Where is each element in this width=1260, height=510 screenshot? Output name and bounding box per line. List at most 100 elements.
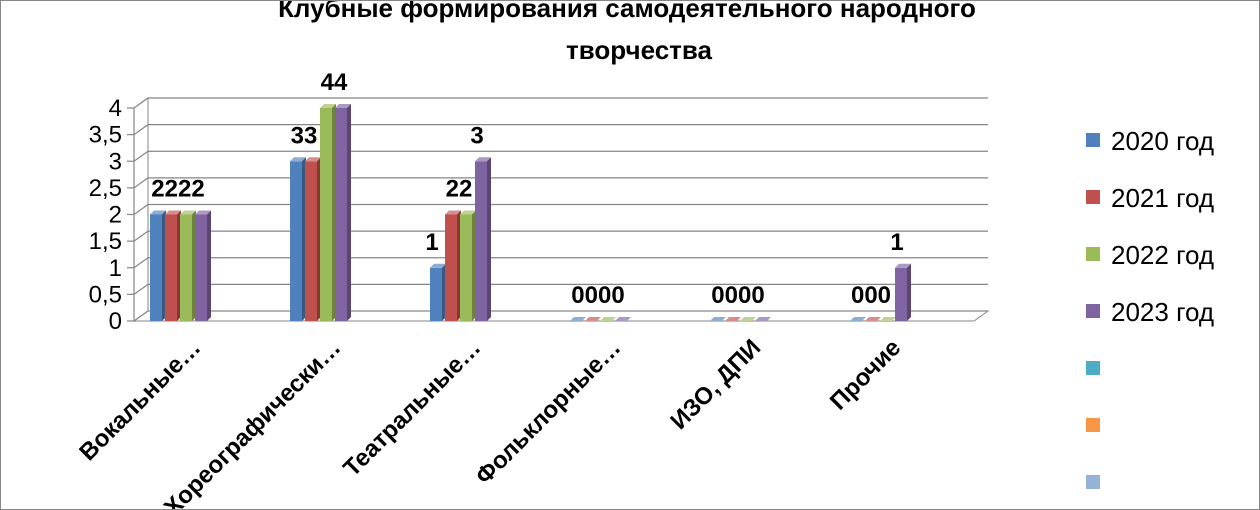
bar-top [320, 104, 336, 108]
gridline [133, 283, 988, 295]
bar-front [165, 214, 177, 321]
chart-title-line-1: Клубные формирования самодеятельного нар… [278, 1, 976, 23]
bar-top [880, 317, 896, 321]
bar [305, 157, 321, 321]
data-label: 1 [425, 229, 438, 256]
legend: 2020 год 2021 год 2022 год 2023 год [1086, 126, 1214, 489]
bar-front [305, 161, 317, 321]
data-label: 2222 [151, 176, 204, 203]
chart-title: Клубные формирования самодеятельного нар… [278, 1, 976, 65]
bar [430, 263, 446, 321]
bar-top [150, 210, 166, 215]
bar-front [150, 214, 162, 321]
legend-swatch [1086, 475, 1100, 489]
bar-front [290, 161, 302, 321]
legend-label: 2023 год [1111, 297, 1214, 327]
bar-top [195, 210, 211, 215]
legend-label: 2022 год [1111, 240, 1214, 270]
bar [165, 210, 181, 321]
bar-front [895, 267, 907, 321]
bar [615, 317, 631, 321]
gridline [133, 150, 988, 162]
y-tick-label: 4 [109, 95, 122, 122]
bar [150, 210, 166, 321]
bar-top [570, 317, 586, 321]
gridline [133, 124, 988, 136]
y-tick-label: 1,5 [89, 228, 122, 255]
gridline [133, 230, 988, 242]
gridline [133, 177, 988, 189]
bar-front [335, 108, 347, 321]
bar [290, 157, 306, 321]
bar-side [347, 104, 351, 321]
bar-front [430, 267, 442, 321]
y-tick-label: 0 [109, 308, 122, 335]
legend-swatch [1086, 133, 1100, 147]
data-label: 33 [291, 122, 318, 149]
bar [335, 104, 351, 321]
bar-side [207, 210, 211, 321]
bar [880, 317, 896, 321]
bar-top [865, 317, 881, 321]
bar-top [895, 263, 911, 268]
bar-top [180, 210, 196, 215]
y-tick-label: 3 [109, 148, 122, 175]
bar-top [305, 157, 321, 162]
bar [320, 104, 336, 321]
legend-swatch [1086, 304, 1100, 318]
bar [725, 317, 741, 321]
legend-swatch [1086, 418, 1100, 432]
legend-label: 2021 год [1111, 183, 1214, 213]
bar-top [445, 210, 461, 215]
bar [475, 157, 491, 321]
bar-front [460, 214, 472, 321]
bar-top [710, 317, 726, 321]
bar-front [180, 214, 192, 321]
data-label: 000 [851, 282, 891, 309]
bar-top [430, 263, 446, 268]
data-label: 3 [470, 122, 483, 149]
bar-top [290, 157, 306, 162]
category-label: Прочие [825, 334, 906, 415]
bar-top [755, 317, 771, 321]
bar-side [487, 157, 491, 321]
bar [865, 317, 881, 321]
chart-title-line-2: творчества [566, 35, 713, 65]
bar-front [445, 214, 457, 321]
legend-swatch [1086, 190, 1100, 204]
category-label: ИЗО, ДПИ [665, 334, 766, 435]
legend-swatch [1086, 361, 1100, 375]
gridline [133, 97, 988, 109]
bar [585, 317, 601, 321]
bar-top [600, 317, 616, 321]
bar [195, 210, 211, 321]
y-axis: 00,511,522,533,54 [89, 95, 135, 335]
y-tick-label: 2 [109, 202, 122, 229]
bar [755, 317, 771, 321]
bar-top [585, 317, 601, 321]
data-label: 0000 [711, 282, 764, 309]
bar-front [195, 214, 207, 321]
bar-front [475, 161, 487, 321]
gridlines [133, 97, 988, 322]
category-label: Театральные… [338, 334, 486, 482]
data-label: 44 [321, 69, 348, 96]
bar [600, 317, 616, 321]
bar-top [725, 317, 741, 321]
data-label: 0000 [571, 282, 624, 309]
y-tick-label: 2,5 [89, 175, 122, 202]
bar [850, 317, 866, 321]
bar-front [320, 108, 332, 321]
gridline [133, 257, 988, 269]
y-tick-label: 1 [109, 255, 122, 282]
bar-top [335, 104, 351, 108]
category-label: Фольклорные… [470, 334, 626, 490]
bar-top [740, 317, 756, 321]
bar [740, 317, 756, 321]
category-label: Вокальные… [74, 334, 206, 466]
bar-top [460, 210, 476, 215]
bar [895, 263, 911, 321]
data-label: 1 [890, 229, 903, 256]
